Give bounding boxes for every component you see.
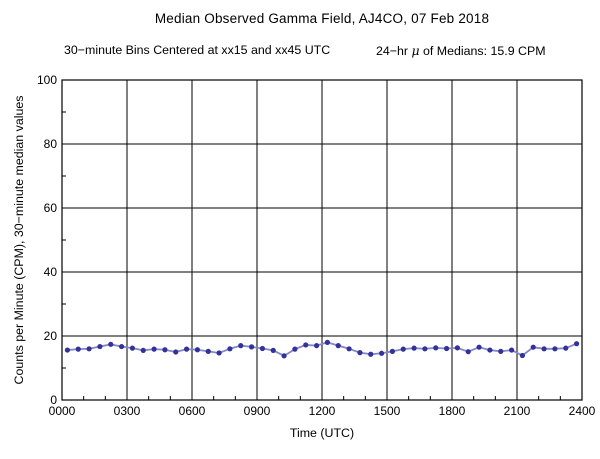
gridlines — [62, 80, 582, 400]
x-tick-label: 0300 — [114, 404, 141, 418]
data-point-marker — [108, 341, 114, 347]
data-point-marker — [151, 346, 157, 352]
data-point-marker — [259, 345, 266, 352]
data-series — [64, 339, 580, 359]
data-point-marker — [411, 345, 417, 351]
tick-labels: 0000 0300 0600 0900 1200 1500 1800 2100 2400 0 20 4… — [37, 73, 596, 418]
chart-subtitle-bins: 30−minute Bins Centered at xx15 and xx45… — [64, 43, 331, 57]
data-point-marker — [519, 352, 526, 359]
x-tick-label: 2400 — [569, 404, 596, 418]
data-point-marker — [552, 346, 558, 352]
x-tick-label: 0000 — [49, 404, 76, 418]
data-point-marker — [573, 341, 580, 347]
chart-title: Median Observed Gamma Field, AJ4CO, 07 F… — [154, 11, 490, 26]
data-point-marker — [508, 347, 515, 353]
axis-ticks — [61, 79, 583, 401]
plot-border — [61, 79, 583, 401]
x-tick-label: 1200 — [309, 404, 336, 418]
data-point-marker — [530, 344, 536, 350]
data-point-marker — [498, 348, 504, 354]
data-point-marker — [368, 351, 374, 357]
y-tick-label: 60 — [44, 201, 58, 215]
y-tick-label: 20 — [44, 329, 58, 343]
data-point-marker — [281, 353, 287, 359]
x-tick-label: 0900 — [244, 404, 271, 418]
data-point-marker — [64, 347, 71, 353]
data-point-marker — [97, 343, 103, 350]
data-point-marker — [541, 346, 547, 352]
data-point-marker — [476, 344, 482, 350]
data-point-marker — [183, 346, 190, 352]
data-point-marker — [86, 346, 92, 352]
y-tick-label: 0 — [50, 393, 57, 407]
data-point-marker — [238, 343, 244, 349]
x-tick-label: 1500 — [374, 404, 401, 418]
data-point-marker — [487, 347, 493, 353]
mu-symbol: μ — [411, 43, 420, 58]
x-tick-label: 0600 — [179, 404, 206, 418]
x-tick-label: 1800 — [439, 404, 466, 418]
chart-subtitle-mean: 24−hr μ of Medians: 15.9 CPM — [376, 43, 546, 58]
data-point-marker — [129, 345, 136, 351]
data-point-marker — [335, 343, 341, 349]
data-point-marker — [465, 349, 471, 355]
x-tick-label: 2100 — [504, 404, 531, 418]
data-point-marker — [205, 348, 211, 354]
data-point-marker — [443, 345, 450, 352]
data-point-marker — [75, 346, 81, 352]
y-tick-label: 80 — [44, 137, 58, 151]
data-point-marker — [140, 347, 146, 353]
y-tick-label: 100 — [37, 73, 57, 87]
data-point-marker — [118, 343, 125, 350]
data-point-marker — [433, 345, 439, 351]
mean-label-value: of Medians: 15.9 CPM — [419, 44, 546, 58]
data-point-marker — [563, 345, 569, 351]
data-point-marker — [313, 343, 320, 349]
y-tick-label: 40 — [44, 265, 58, 279]
data-point-marker — [216, 350, 222, 356]
plot-frame — [61, 79, 583, 401]
data-point-marker — [324, 339, 331, 345]
data-point-marker — [162, 347, 168, 353]
data-point-marker — [389, 348, 396, 354]
data-point-marker — [227, 346, 233, 352]
data-point-marker — [194, 347, 201, 353]
data-point-marker — [248, 344, 255, 350]
x-axis-title: Time (UTC) — [290, 426, 354, 440]
data-point-marker — [303, 342, 309, 348]
data-point-marker — [292, 346, 298, 352]
data-point-marker — [378, 350, 385, 356]
data-point-marker — [454, 345, 461, 351]
mean-label-prefix: 24−hr — [376, 44, 412, 58]
data-point-marker — [270, 347, 276, 353]
data-point-marker — [173, 349, 179, 355]
data-point-marker — [400, 346, 406, 352]
data-point-marker — [346, 346, 352, 352]
data-point-marker — [357, 350, 363, 356]
data-point-marker — [422, 346, 428, 352]
y-axis-title: Counts per Minute (CPM), 30−minute media… — [12, 96, 26, 385]
